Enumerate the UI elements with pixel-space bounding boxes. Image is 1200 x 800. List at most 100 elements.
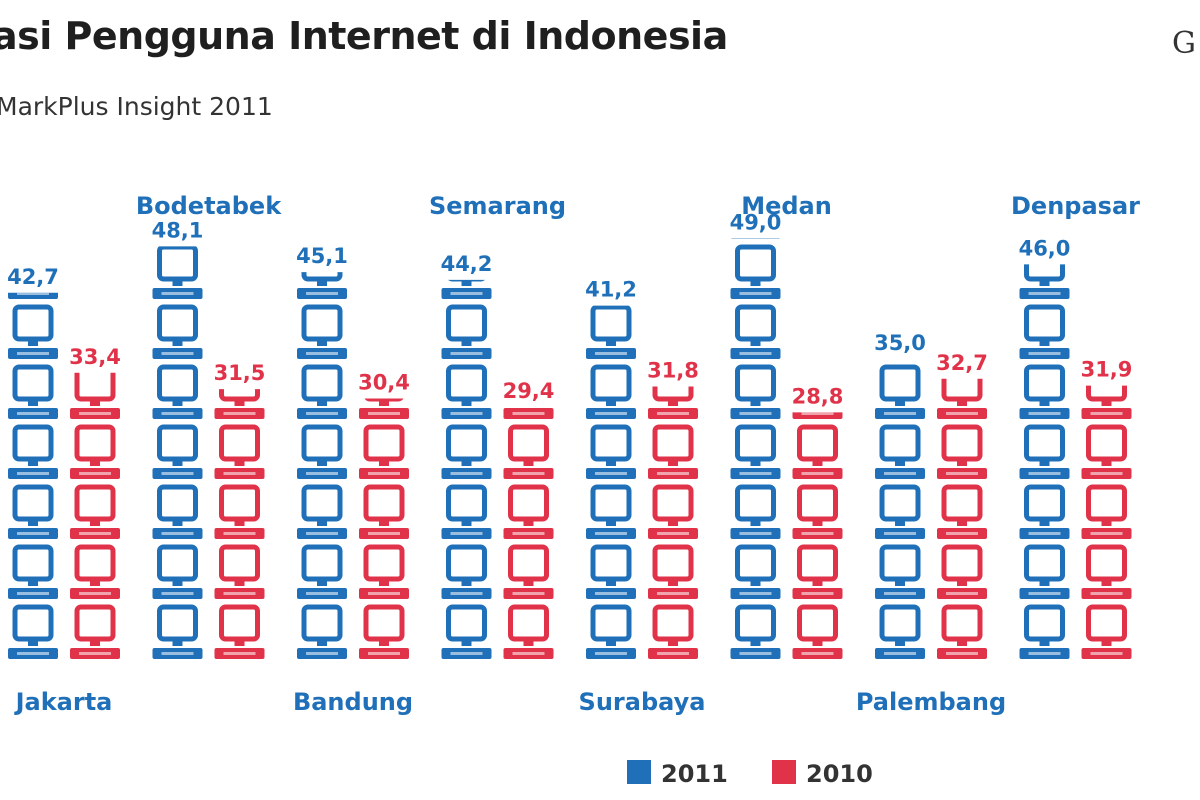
computer-monitor-icon bbox=[586, 424, 636, 479]
bar-medan-2011 bbox=[730, 127, 781, 659]
computer-monitor-icon bbox=[730, 424, 781, 479]
computer-monitor-icon bbox=[1019, 484, 1070, 539]
computer-monitor-icon bbox=[648, 424, 698, 479]
computer-monitor-icon bbox=[441, 424, 492, 479]
computer-monitor-icon bbox=[70, 544, 120, 599]
chart-title: asi Pengguna Internet di Indonesia bbox=[0, 14, 728, 58]
computer-monitor-icon bbox=[503, 424, 554, 479]
bar-bodetabek-2011 bbox=[152, 246, 203, 659]
computer-monitor-icon bbox=[1081, 424, 1132, 479]
computer-monitor-icon bbox=[1081, 484, 1132, 539]
computer-monitor-icon bbox=[8, 604, 58, 659]
computer-monitor-icon bbox=[441, 364, 492, 419]
value-label-palembang-2011: 35,0 bbox=[874, 331, 926, 355]
computer-monitor-icon bbox=[875, 604, 925, 659]
computer-monitor-icon bbox=[504, 307, 554, 359]
value-label-palembang-2010: 32,7 bbox=[936, 351, 988, 375]
computer-monitor-icon bbox=[648, 544, 698, 599]
computer-monitor-icon bbox=[297, 424, 347, 479]
computer-monitor-icon bbox=[1019, 424, 1070, 479]
computer-monitor-icon bbox=[875, 364, 925, 419]
bars-layer bbox=[8, 127, 1132, 659]
computer-monitor-icon bbox=[441, 544, 492, 599]
computer-monitor-icon bbox=[70, 372, 120, 419]
bar-semarang-2011 bbox=[441, 279, 492, 659]
computer-monitor-icon bbox=[297, 272, 347, 299]
computer-monitor-icon bbox=[730, 484, 781, 539]
bar-denpasar-2010 bbox=[1081, 385, 1132, 659]
computer-monitor-icon bbox=[503, 408, 554, 419]
computer-monitor-icon bbox=[1081, 385, 1132, 419]
computer-monitor-icon bbox=[359, 484, 409, 539]
city-label-palembang: Palembang bbox=[856, 688, 1006, 716]
computer-monitor-icon bbox=[297, 187, 347, 239]
computer-monitor-icon bbox=[8, 187, 58, 239]
computer-monitor-icon bbox=[214, 484, 265, 539]
computer-monitor-icon bbox=[730, 364, 781, 419]
computer-monitor-icon bbox=[152, 544, 203, 599]
computer-monitor-icon bbox=[70, 424, 120, 479]
computer-monitor-icon bbox=[648, 307, 698, 359]
city-label-medan: Medan bbox=[741, 192, 832, 220]
bar-surabaya-2010 bbox=[648, 307, 698, 659]
value-label-medan-2011: 49,0 bbox=[730, 211, 782, 235]
chart-subtitle: MarkPlus Insight 2011 bbox=[0, 92, 273, 121]
computer-monitor-icon bbox=[586, 364, 636, 419]
computer-monitor-icon bbox=[70, 484, 120, 539]
computer-monitor-icon bbox=[359, 307, 409, 359]
computer-monitor-icon bbox=[152, 304, 203, 359]
computer-monitor-icon bbox=[441, 279, 492, 299]
computer-monitor-icon bbox=[297, 604, 347, 659]
value-label-surabaya-2010: 31,8 bbox=[647, 359, 699, 383]
bar-bandung-2010 bbox=[359, 307, 409, 659]
computer-monitor-icon bbox=[875, 424, 925, 479]
bar-palembang-2011 bbox=[875, 247, 925, 659]
value-label-bandung-2011: 45,1 bbox=[296, 244, 348, 268]
computer-monitor-icon bbox=[152, 364, 203, 419]
red-square-icon bbox=[772, 760, 796, 784]
computer-monitor-icon bbox=[214, 544, 265, 599]
computer-monitor-icon bbox=[731, 238, 780, 239]
bar-denpasar-2011 bbox=[1019, 264, 1070, 659]
computer-monitor-icon bbox=[297, 364, 347, 419]
computer-monitor-icon bbox=[8, 304, 58, 359]
computer-monitor-icon bbox=[730, 544, 781, 599]
value-label-bodetabek-2010: 31,5 bbox=[214, 361, 266, 385]
computer-monitor-icon bbox=[586, 484, 636, 539]
computer-monitor-icon bbox=[648, 386, 698, 419]
computer-monitor-icon bbox=[731, 127, 781, 179]
computer-monitor-icon bbox=[937, 484, 987, 539]
computer-monitor-icon bbox=[297, 304, 347, 359]
computer-monitor-icon bbox=[8, 544, 58, 599]
computer-monitor-icon bbox=[1019, 264, 1070, 299]
computer-monitor-icon bbox=[441, 304, 492, 359]
computer-monitor-icon bbox=[152, 246, 203, 299]
bar-jakarta-2010 bbox=[70, 372, 120, 659]
computer-monitor-icon bbox=[648, 484, 698, 539]
value-label-semarang-2010: 29,4 bbox=[503, 379, 555, 403]
computer-monitor-icon bbox=[8, 484, 58, 539]
bar-surabaya-2011 bbox=[586, 305, 636, 659]
computer-monitor-icon bbox=[730, 244, 781, 299]
computer-monitor-icon bbox=[937, 378, 987, 419]
value-label-jakarta-2010: 33,4 bbox=[69, 345, 121, 369]
value-label-semarang-2011: 44,2 bbox=[441, 252, 493, 276]
computer-monitor-icon bbox=[359, 398, 409, 419]
computer-monitor-icon bbox=[793, 307, 843, 359]
computer-monitor-icon bbox=[792, 484, 843, 539]
computer-monitor-icon bbox=[730, 604, 781, 659]
computer-monitor-icon bbox=[937, 544, 987, 599]
computer-monitor-icon bbox=[1019, 364, 1070, 419]
computer-monitor-icon bbox=[937, 604, 987, 659]
computer-monitor-icon bbox=[1019, 544, 1070, 599]
computer-monitor-icon bbox=[586, 305, 636, 359]
computer-monitor-icon bbox=[875, 247, 925, 299]
computer-monitor-icon bbox=[1019, 304, 1070, 359]
value-label-jakarta-2011: 42,7 bbox=[7, 265, 59, 289]
value-label-bandung-2010: 30,4 bbox=[358, 371, 410, 395]
computer-monitor-icon bbox=[586, 604, 636, 659]
computer-monitor-icon bbox=[875, 484, 925, 539]
computer-monitor-icon bbox=[152, 484, 203, 539]
computer-monitor-icon bbox=[152, 604, 203, 659]
